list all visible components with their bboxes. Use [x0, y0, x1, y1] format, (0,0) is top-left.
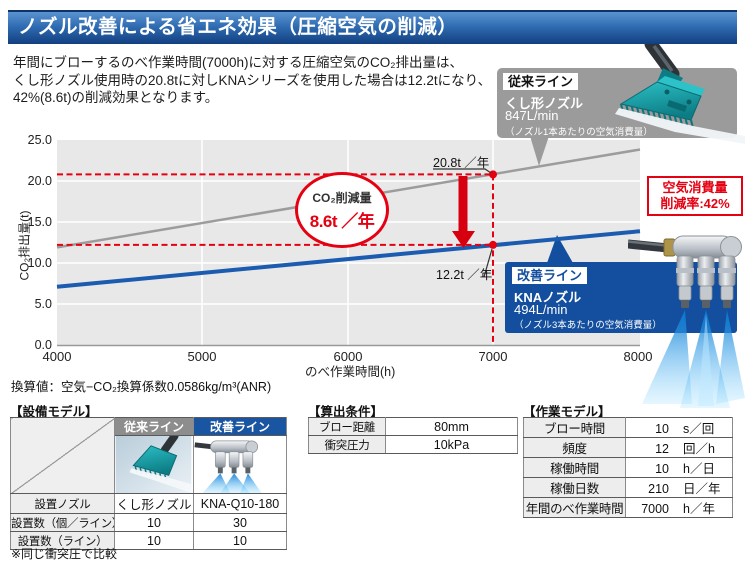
conventional-flow-note: （ノズル1本あたりの空気消費量） — [505, 127, 653, 138]
intro-line-3: 42%(8.6t)の削減効果となります。 — [13, 90, 219, 105]
work-row-value: 7000 — [641, 502, 669, 516]
diagonal-header-cell — [10, 417, 115, 494]
kna-nozzle-thumbnail — [194, 440, 262, 493]
calc-row-label: ブロー距離 — [308, 417, 386, 436]
improved-nozzle-thumbnail-cell — [193, 435, 287, 494]
conversion-footnote: 換算値：空気−CO₂換算係数0.0586kg/m³(ANR) — [11, 380, 272, 394]
work-row-unit: 日／年 — [683, 482, 721, 496]
x-axis-title: のべ作業時間(h) — [305, 365, 396, 379]
work-row-value-cell: 10 h／日 — [625, 457, 733, 478]
work-row-unit: h／年 — [683, 502, 715, 516]
work-row-label: ブロー時間 — [523, 417, 626, 438]
comb-nozzle-thumbnail — [115, 436, 192, 493]
calc-conditions-title: 【算出条件】 — [308, 405, 384, 419]
work-row-value-cell: 7000 h／年 — [625, 497, 733, 518]
work-model-title: 【作業モデル】 — [523, 405, 611, 419]
work-row-unit: h／日 — [683, 462, 715, 476]
co2-reduction-badge: CO₂削減量 8.6t ／年 — [295, 172, 389, 248]
work-model-table: ブロー時間 10 s／回 頻度 12 回／h 稼働時間 10 h／日 稼働日数 210… — [523, 417, 733, 518]
improved-flow-rate: 494L/min — [514, 302, 568, 317]
air-reduction-line2: 削減率:42% — [660, 196, 730, 211]
y-tick-10: 10.0 — [27, 256, 52, 270]
equipment-row-label: 設置ノズル — [10, 493, 115, 514]
calc-conditions-table: ブロー距離 80mm 衝突圧力 10kPa — [308, 417, 518, 454]
calc-row-label: 衝突圧力 — [308, 435, 386, 454]
work-row-unit: 回／h — [683, 442, 715, 456]
x-tick-4000: 4000 — [42, 349, 72, 364]
improved-column-header: 改善ライン — [193, 417, 287, 436]
work-row-value-cell: 210 日／年 — [625, 477, 733, 498]
work-row-unit: s／回 — [683, 422, 715, 436]
work-row-label: 頻度 — [523, 437, 626, 458]
calc-row-value: 80mm — [385, 417, 518, 436]
y-tick-15: 15.0 — [27, 215, 52, 229]
equipment-row-conventional: 10 — [114, 513, 194, 532]
work-row-value: 10 — [655, 462, 669, 476]
x-tick-6000: 6000 — [333, 349, 363, 364]
x-tick-5000: 5000 — [187, 349, 217, 364]
kna-nozzle-photo — [628, 235, 745, 408]
y-tick-25: 25.0 — [27, 133, 52, 147]
equipment-row-improved: KNA-Q10-180 — [193, 493, 287, 514]
work-row-label: 年間のべ作業時間 — [523, 497, 626, 518]
work-row-label: 稼働時間 — [523, 457, 626, 478]
conventional-line-tag: 従来ライン — [503, 73, 579, 90]
intro-line-1: 年間にブローするのべ作業時間(7000h)に対する圧縮空気のCO₂排出量は、 — [13, 55, 464, 70]
equipment-row-improved: 10 — [193, 531, 287, 550]
equipment-model-table: 従来ライン 改善ライン — [10, 417, 287, 550]
equipment-row-label: 設置数（個／ライン） — [10, 513, 115, 532]
work-row-value-cell: 12 回／h — [625, 437, 733, 458]
work-row-value: 12 — [655, 442, 669, 456]
work-row-label: 稼働日数 — [523, 477, 626, 498]
work-row-value: 10 — [655, 422, 669, 436]
comparison-note: ※同じ衝突圧で比較 — [11, 547, 118, 561]
conventional-line-callout: 従来ライン くし形ノズル 847L/min （ノズル1本あたりの空気消費量） — [497, 68, 737, 138]
conventional-column-header: 従来ライン — [114, 417, 194, 436]
y-axis-title: CO₂排出量(t) — [17, 210, 32, 281]
improved-line-tag: 改善ライン — [512, 267, 588, 284]
intro-line-2: くし形ノズル使用時の20.8tに対しKNAシリーズを使用した場合は12.2tにな… — [13, 72, 492, 88]
page-title: ノズル改善による省エネ効果（圧縮空気の削減） — [18, 16, 458, 38]
air-reduction-box: 空気消費量 削減率:42% — [647, 176, 743, 216]
air-reduction-line1: 空気消費量 — [662, 180, 728, 195]
conventional-point-label: 20.8t ／年 — [433, 156, 490, 170]
equipment-row-improved: 30 — [193, 513, 287, 532]
co2-reduction-value: 8.6t ／年 — [309, 211, 375, 231]
x-tick-7000: 7000 — [478, 349, 508, 364]
improved-point-label: 12.2t ／年 — [436, 268, 493, 282]
conventional-flow-rate: 847L/min — [505, 108, 559, 123]
equipment-model-title: 【設備モデル】 — [10, 405, 98, 419]
intro-paragraph: 年間にブローするのべ作業時間(7000h)に対する圧縮空気のCO₂排出量は、 く… — [13, 54, 491, 107]
y-tick-0: 0.0 — [34, 338, 52, 352]
comb-nozzle-photo — [615, 44, 745, 144]
work-row-value: 210 — [648, 482, 669, 496]
work-row-value-cell: 10 s／回 — [625, 417, 733, 438]
x-tick-8000: 8000 — [623, 349, 653, 364]
equipment-row-conventional: くし形ノズル — [114, 493, 194, 514]
equipment-row-conventional: 10 — [114, 531, 194, 550]
calc-row-value: 10kPa — [385, 435, 518, 454]
conventional-nozzle-name: くし形ノズル — [505, 96, 584, 111]
co2-reduction-title: CO₂削減量 — [312, 190, 372, 205]
y-tick-5: 5.0 — [34, 297, 52, 311]
page-title-bar: ノズル改善による省エネ効果（圧縮空気の削減） — [8, 10, 737, 44]
equipment-row-label: 設置数（ライン） — [10, 531, 115, 550]
conventional-nozzle-thumbnail-cell — [114, 435, 194, 494]
y-tick-20: 20.0 — [27, 174, 52, 188]
